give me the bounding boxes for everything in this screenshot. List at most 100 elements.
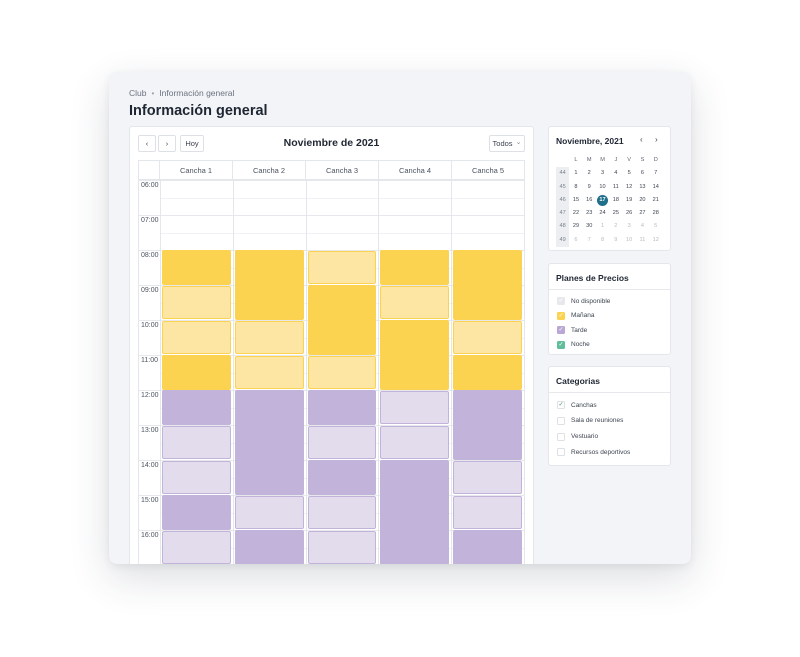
- booking-slot[interactable]: [162, 461, 231, 494]
- booking-slot[interactable]: [307, 251, 377, 284]
- mini-day[interactable]: 1: [569, 167, 582, 180]
- booking-slot[interactable]: [307, 460, 377, 495]
- price-plan-item[interactable]: ✓ Noche: [557, 340, 590, 349]
- mini-day[interactable]: 6: [636, 167, 649, 180]
- mini-day[interactable]: 10: [596, 181, 609, 194]
- booking-slot[interactable]: [453, 461, 522, 494]
- mini-day[interactable]: 9: [583, 181, 596, 194]
- mini-day[interactable]: 9: [609, 234, 622, 247]
- mini-day[interactable]: 4: [636, 220, 649, 233]
- mini-day[interactable]: 26: [622, 207, 635, 220]
- mini-day[interactable]: 12: [649, 234, 662, 247]
- booking-slot[interactable]: [307, 496, 377, 529]
- checkbox-checked-icon[interactable]: ✓: [557, 326, 565, 334]
- booking-slot[interactable]: [162, 495, 231, 530]
- booking-slot[interactable]: [234, 356, 304, 389]
- mini-day[interactable]: 3: [596, 167, 609, 180]
- mini-day[interactable]: 21: [649, 194, 662, 207]
- mini-prev-button[interactable]: ‹: [640, 135, 643, 144]
- mini-day[interactable]: 30: [583, 220, 596, 233]
- booking-slot[interactable]: [380, 286, 450, 319]
- price-plan-item[interactable]: ✓ Tarde: [557, 326, 587, 334]
- mini-day[interactable]: 4: [609, 167, 622, 180]
- today-button[interactable]: Hoy: [180, 135, 204, 152]
- booking-slot[interactable]: [307, 531, 377, 564]
- booking-slot[interactable]: [307, 390, 377, 425]
- checkbox-empty-icon[interactable]: [557, 416, 565, 425]
- mini-day[interactable]: 7: [583, 234, 596, 247]
- booking-slot[interactable]: [234, 250, 304, 320]
- checkbox-checked-icon[interactable]: ✓: [557, 311, 565, 320]
- mini-day[interactable]: 7: [649, 167, 662, 180]
- booking-slot[interactable]: [234, 321, 304, 354]
- checkbox-checked-icon[interactable]: ✓: [557, 297, 565, 305]
- mini-day[interactable]: 8: [596, 234, 609, 247]
- category-item[interactable]: ✓ Canchas: [557, 401, 597, 409]
- category-item[interactable]: Recursos deportivos: [557, 448, 630, 457]
- booking-slot[interactable]: [162, 355, 231, 390]
- mini-day[interactable]: 10: [622, 234, 635, 247]
- mini-day[interactable]: 15: [569, 194, 582, 207]
- booking-slot[interactable]: [234, 530, 304, 564]
- mini-day[interactable]: 19: [622, 194, 635, 207]
- prev-button[interactable]: ‹: [138, 135, 156, 152]
- mini-day[interactable]: 25: [609, 207, 622, 220]
- mini-day[interactable]: 5: [622, 167, 635, 180]
- booking-slot[interactable]: [453, 321, 522, 354]
- filter-dropdown[interactable]: Todos ⌄: [489, 135, 525, 152]
- next-button[interactable]: ›: [158, 135, 176, 152]
- mini-day[interactable]: 5: [649, 220, 662, 233]
- checkbox-checked-icon[interactable]: ✓: [557, 401, 565, 409]
- mini-day[interactable]: 12: [622, 181, 635, 194]
- mini-day[interactable]: 16: [583, 194, 596, 207]
- category-item[interactable]: Sala de reuniones: [557, 416, 623, 425]
- booking-slot[interactable]: [162, 286, 231, 319]
- booking-slot[interactable]: [234, 390, 304, 495]
- booking-slot[interactable]: [380, 426, 450, 459]
- booking-slot[interactable]: [162, 321, 231, 354]
- booking-slot[interactable]: [162, 426, 231, 459]
- mini-day[interactable]: 2: [583, 167, 596, 180]
- mini-day[interactable]: 6: [569, 234, 582, 247]
- booking-slot[interactable]: [380, 460, 450, 564]
- mini-next-button[interactable]: ›: [655, 135, 658, 144]
- mini-day[interactable]: 8: [569, 181, 582, 194]
- mini-day[interactable]: 18: [609, 194, 622, 207]
- booking-slot[interactable]: [453, 390, 522, 460]
- mini-day[interactable]: 1: [596, 220, 609, 233]
- mini-day[interactable]: 2: [609, 220, 622, 233]
- mini-day[interactable]: 20: [636, 194, 649, 207]
- category-item[interactable]: Vestuario: [557, 432, 598, 441]
- booking-slot[interactable]: [380, 320, 450, 390]
- mini-day[interactable]: 23: [583, 207, 596, 220]
- mini-day[interactable]: 27: [636, 207, 649, 220]
- mini-day[interactable]: 14: [649, 181, 662, 194]
- booking-slot[interactable]: [380, 391, 450, 424]
- mini-day[interactable]: 13: [636, 181, 649, 194]
- mini-day[interactable]: 24: [596, 207, 609, 220]
- booking-slot[interactable]: [453, 530, 522, 564]
- checkbox-empty-icon[interactable]: [557, 432, 565, 441]
- checkbox-empty-icon[interactable]: [557, 448, 565, 457]
- booking-slot[interactable]: [453, 496, 522, 529]
- booking-slot[interactable]: [162, 531, 231, 564]
- breadcrumb-club-link[interactable]: Club: [129, 88, 147, 98]
- mini-day[interactable]: 11: [609, 181, 622, 194]
- booking-slot[interactable]: [307, 426, 377, 459]
- mini-day[interactable]: 28: [649, 207, 662, 220]
- mini-day[interactable]: 3: [622, 220, 635, 233]
- mini-day[interactable]: 29: [569, 220, 582, 233]
- price-plan-item[interactable]: ✓ Mañana: [557, 311, 595, 320]
- booking-slot[interactable]: [453, 250, 522, 320]
- mini-day[interactable]: 22: [569, 207, 582, 220]
- booking-slot[interactable]: [162, 390, 231, 425]
- price-plan-item[interactable]: ✓ No disponible: [557, 297, 610, 305]
- booking-slot[interactable]: [162, 250, 231, 285]
- booking-slot[interactable]: [234, 496, 304, 529]
- booking-slot[interactable]: [307, 285, 377, 355]
- checkbox-checked-icon[interactable]: ✓: [557, 340, 565, 349]
- mini-day-selected[interactable]: 17: [596, 194, 609, 207]
- booking-slot[interactable]: [380, 250, 450, 285]
- booking-slot[interactable]: [307, 356, 377, 389]
- mini-day[interactable]: 11: [636, 234, 649, 247]
